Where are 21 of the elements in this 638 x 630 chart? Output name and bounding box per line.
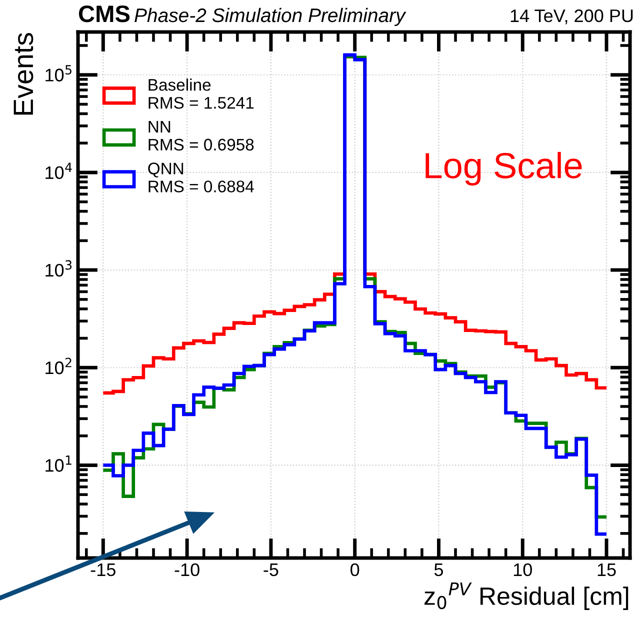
annotation: Log Scale: [426, 152, 582, 186]
x-axis-title: z$_{0}$$^{PV}$ Residual [cm]: [424, 582, 628, 610]
y-tick-label: 10$^{4}$: [46, 162, 72, 180]
x-tick-label: 5: [434, 564, 443, 576]
text: 14 TeV, 200 PU: [510, 9, 633, 24]
chart-subtitle: Phase-2 Simulation Preliminary: [134, 8, 406, 26]
legend-label: QNN RMS = 0.6884: [148, 162, 254, 192]
y-tick-label: 10$^{2}$: [46, 358, 72, 374]
x-tick-label: 15: [598, 564, 616, 576]
x-tick-label: 10: [514, 563, 532, 576]
legend-label: NN RMS = 0.6958: [148, 120, 254, 151]
y-tick-label: 10$^{3}$: [46, 260, 72, 277]
x-tick-label: -5: [264, 564, 278, 576]
chart-title: CMS: [78, 6, 130, 22]
x-tick-label: -15: [90, 564, 116, 576]
y-tick-label: 10$^{5}$: [46, 65, 72, 82]
y-tick-label: 10$^{1}$: [46, 456, 72, 472]
y-axis-title: Events: [14, 33, 34, 115]
x-tick-label: -10: [174, 563, 200, 576]
x-tick-label: 0: [350, 563, 360, 576]
legend-label: Baseline RMS = 1.5241: [148, 78, 254, 109]
